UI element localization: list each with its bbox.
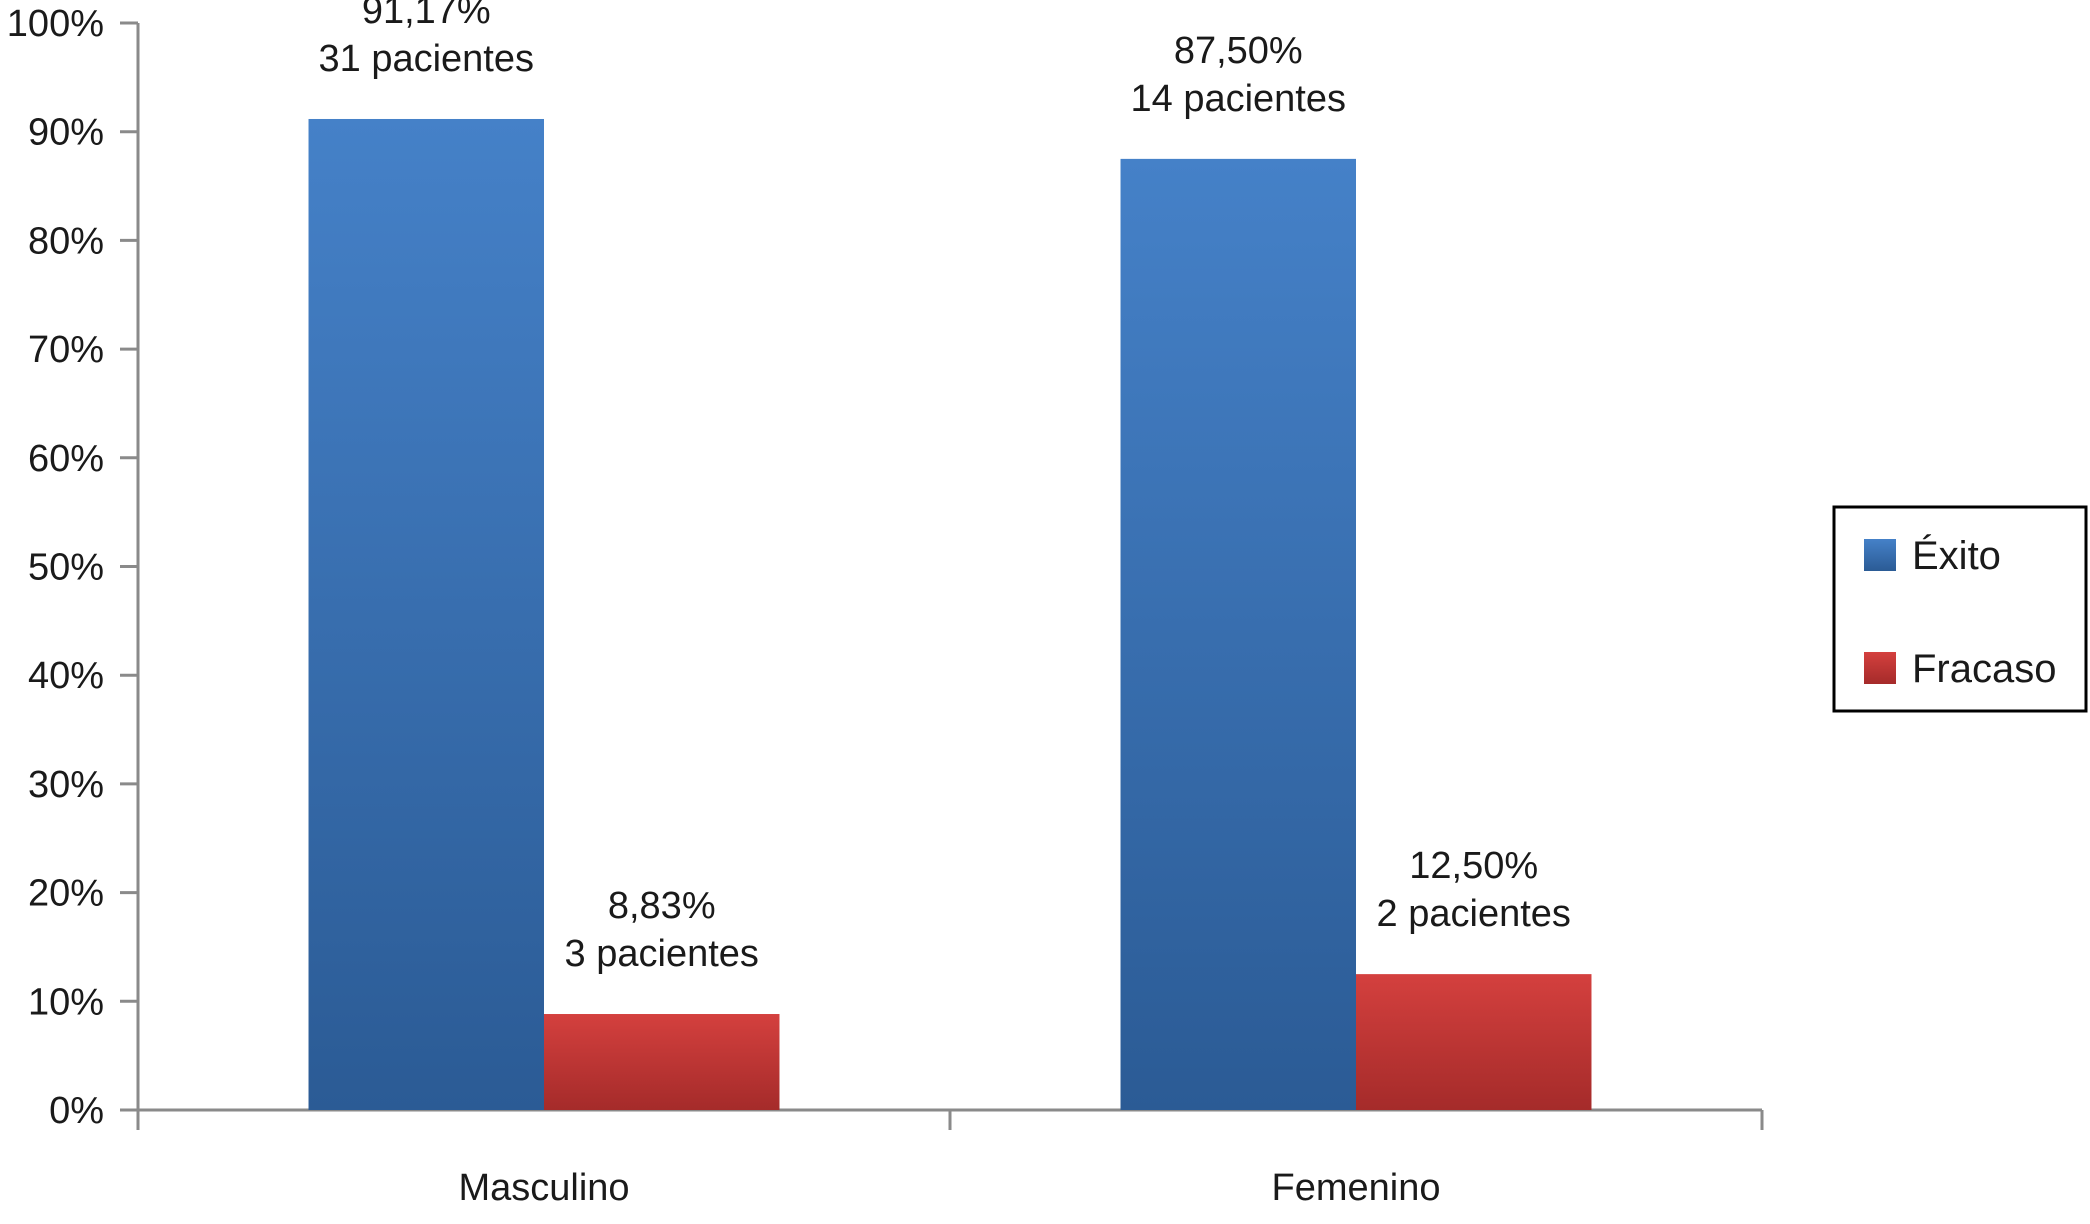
data-label: 14 pacientes	[1131, 78, 1347, 120]
data-label: 8,83%	[608, 885, 716, 927]
data-label: 87,50%	[1174, 30, 1303, 72]
data-labels: 91,17% 31 pacientes 8,83% 3 pacientes 87,50%…	[319, 0, 1571, 975]
legend-swatch	[1864, 652, 1896, 684]
category-label: Masculino	[458, 1167, 629, 1209]
legend-label: Éxito	[1912, 533, 2001, 578]
data-label: 31 pacientes	[319, 38, 535, 80]
y-tick-label: 40%	[28, 655, 104, 697]
y-tick-label: 90%	[28, 112, 104, 154]
axes: 0% 10% 20% 30% 40% 50% 60% 70% 80% 90% 100% Masculi…	[7, 3, 1764, 1209]
legend-swatch	[1864, 539, 1896, 571]
data-label: 91,17%	[362, 0, 491, 32]
bar-exito	[1120, 158, 1356, 1110]
legend: Éxito Fracaso	[1832, 505, 2088, 713]
y-tick-label: 30%	[28, 764, 104, 806]
bar-fracaso	[544, 1014, 780, 1110]
y-tick-label: 10%	[28, 981, 104, 1023]
legend-label: Fracaso	[1912, 647, 2057, 691]
y-tick-label: 80%	[28, 220, 104, 262]
data-label: 12,50%	[1409, 845, 1538, 887]
y-tick-label: 70%	[28, 329, 104, 371]
y-tick-label: 20%	[28, 873, 104, 915]
bar-exito	[308, 118, 544, 1110]
y-tick-label: 60%	[28, 438, 104, 480]
y-tick-label: 50%	[28, 547, 104, 589]
category-label: Femenino	[1272, 1167, 1441, 1209]
data-label: 2 pacientes	[1377, 893, 1571, 935]
bar-fracaso	[1356, 974, 1592, 1110]
y-tick-label: 100%	[7, 3, 104, 45]
data-label: 3 pacientes	[565, 933, 759, 975]
y-tick-label: 0%	[49, 1090, 104, 1132]
bars	[308, 118, 1592, 1110]
